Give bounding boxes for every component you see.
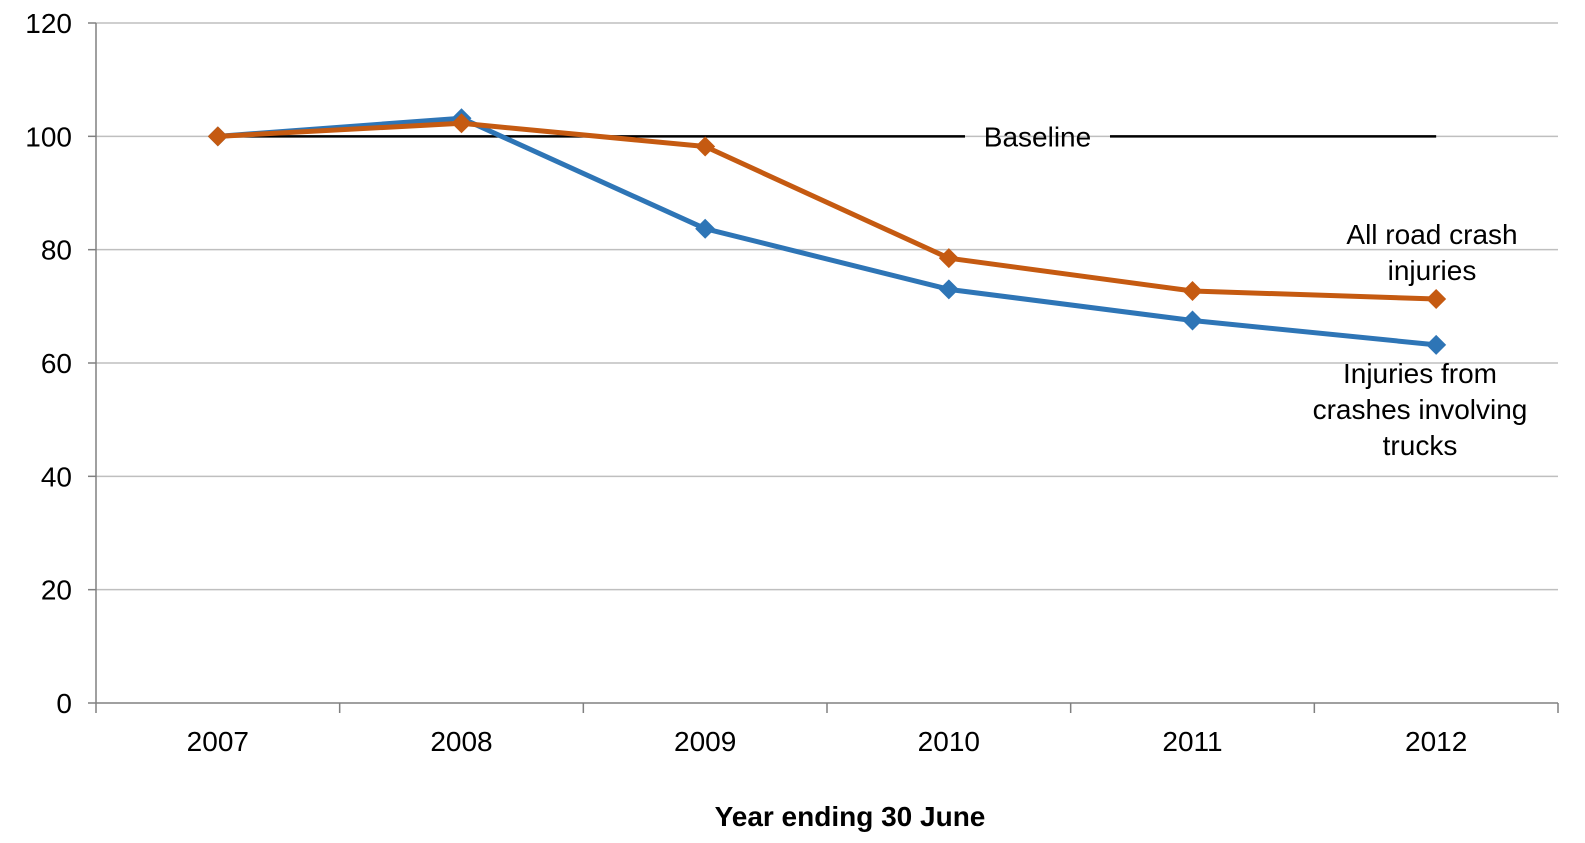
data-point-marker: [695, 218, 716, 239]
x-tick-label: 2007: [187, 726, 249, 757]
y-tick-label: 100: [25, 121, 72, 152]
series-label-line: All road crash: [1346, 219, 1517, 250]
data-point-marker: [1182, 281, 1203, 302]
x-tick-label: 2012: [1405, 726, 1467, 757]
series-label: All road crash injuries: [1346, 219, 1517, 286]
data-point-marker: [207, 126, 228, 147]
series-line: [217, 115, 1437, 348]
data-point-marker: [1426, 288, 1447, 309]
series-annotations: All road crash injuries Injuries from crash…: [1313, 219, 1528, 461]
y-tick-label: 120: [25, 8, 72, 39]
x-axis-title: Year ending 30 June: [715, 801, 986, 832]
series-label-line: crashes involving: [1313, 394, 1528, 425]
x-tick-label: 2011: [1162, 726, 1222, 757]
series-label-line: Injuries from: [1343, 358, 1497, 389]
data-point-marker: [938, 248, 959, 269]
data-point-marker: [451, 113, 472, 134]
series-label: Injuries from crashes involving trucks: [1313, 358, 1528, 461]
series-label-line: trucks: [1383, 430, 1458, 461]
x-tick-label: 2010: [918, 726, 980, 757]
tick-labels: 0 20 40 60 80 100 120 2007 2008 2009 2010 2011 2012: [25, 8, 1467, 757]
series-label-line: injuries: [1388, 255, 1477, 286]
gridlines: [96, 22, 1558, 591]
y-tick-label: 0: [56, 688, 72, 719]
y-tick-label: 20: [41, 575, 72, 606]
data-point-marker: [1182, 310, 1203, 331]
y-tick-label: 80: [41, 235, 72, 266]
baseline-group: Baseline: [217, 121, 1437, 152]
x-tick-label: 2009: [674, 726, 736, 757]
baseline-label: Baseline: [984, 121, 1091, 152]
data-point-marker: [938, 279, 959, 300]
y-tick-label: 60: [41, 348, 72, 379]
x-tick-label: 2008: [430, 726, 492, 757]
axes: [88, 22, 1559, 713]
series-group: [207, 108, 1447, 355]
data-point-marker: [695, 136, 716, 157]
data-point-marker: [1426, 334, 1447, 355]
series-line: [217, 120, 1437, 302]
y-tick-label: 40: [41, 461, 72, 492]
